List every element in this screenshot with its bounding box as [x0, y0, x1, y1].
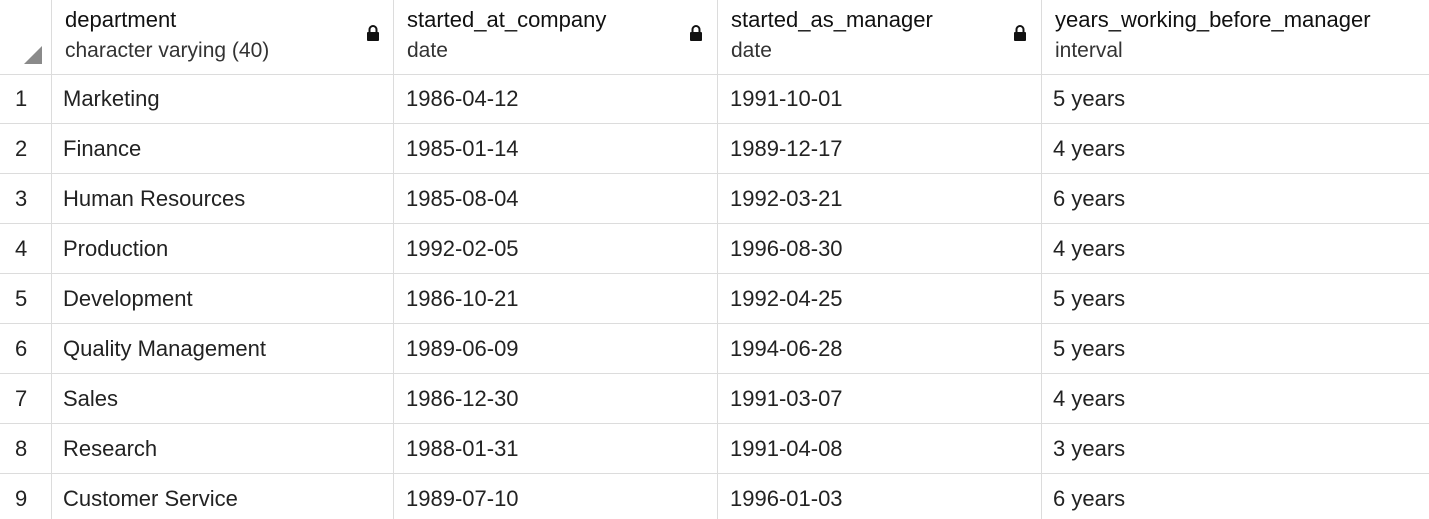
- cell-years-working-before-manager[interactable]: 3 years: [1053, 436, 1126, 461]
- cell-department[interactable]: Customer Service: [52, 474, 394, 519]
- cell-years-working-before-manager[interactable]: 4 years: [1053, 236, 1126, 261]
- cell-started-at-company[interactable]: 1989-07-10: [394, 474, 718, 519]
- cell-department[interactable]: Sales: [52, 374, 394, 423]
- column-name: department: [65, 7, 177, 32]
- cell-department[interactable]: Human Resources: [52, 174, 394, 223]
- table-row[interactable]: 9 Customer Service 1989-07-10 1996-01-03…: [0, 474, 1429, 519]
- cell-started-at-company[interactable]: 1986-10-21: [394, 274, 718, 323]
- corner-triangle-icon: [24, 46, 42, 64]
- row-number[interactable]: 5: [0, 274, 52, 323]
- column-type: date: [731, 39, 772, 62]
- cell-started-as-manager[interactable]: 1989-12-17: [718, 124, 1042, 173]
- row-number[interactable]: 1: [0, 74, 52, 123]
- cell-started-at-company[interactable]: 1985-08-04: [394, 174, 718, 223]
- lock-icon: [690, 25, 702, 41]
- column-header-started-as-manager[interactable]: started_as_manager date: [718, 0, 1042, 74]
- column-header-years-working-before-manager[interactable]: years_working_before_manager interval: [1042, 0, 1429, 74]
- cell-started-at-company[interactable]: 1986-12-30: [394, 374, 718, 423]
- cell-started-as-manager[interactable]: 1996-08-30: [718, 224, 1042, 273]
- cell-started-at-company[interactable]: 1986-04-12: [394, 74, 718, 123]
- row-number[interactable]: 3: [0, 174, 52, 223]
- cell-department[interactable]: Marketing: [52, 74, 394, 123]
- column-header-department[interactable]: department character varying (40): [52, 0, 394, 74]
- column-header-started-at-company[interactable]: started_at_company date: [394, 0, 718, 74]
- cell-started-as-manager[interactable]: 1991-03-07: [718, 374, 1042, 423]
- cell-years-working-before-manager[interactable]: 5 years: [1053, 86, 1126, 111]
- row-number[interactable]: 2: [0, 124, 52, 173]
- column-name: started_as_manager: [731, 7, 933, 32]
- table-row[interactable]: 1 Marketing 1986-04-12 1991-10-01 5 year…: [0, 74, 1429, 124]
- cell-years-working-before-manager[interactable]: 4 years: [1053, 386, 1126, 411]
- row-number[interactable]: 6: [0, 324, 52, 373]
- cell-started-at-company[interactable]: 1988-01-31: [394, 424, 718, 473]
- row-number[interactable]: 8: [0, 424, 52, 473]
- cell-years-working-before-manager[interactable]: 6 years: [1053, 486, 1126, 511]
- cell-started-at-company[interactable]: 1992-02-05: [394, 224, 718, 273]
- table-row[interactable]: 7 Sales 1986-12-30 1991-03-07 4 years: [0, 374, 1429, 424]
- column-type: date: [407, 39, 448, 62]
- cell-department[interactable]: Finance: [52, 124, 394, 173]
- cell-department[interactable]: Quality Management: [52, 324, 394, 373]
- row-number[interactable]: 9: [0, 474, 52, 519]
- table-row[interactable]: 8 Research 1988-01-31 1991-04-08 3 years: [0, 424, 1429, 474]
- cell-years-working-before-manager[interactable]: 4 years: [1053, 136, 1126, 161]
- cell-department[interactable]: Research: [52, 424, 394, 473]
- cell-years-working-before-manager[interactable]: 5 years: [1053, 286, 1126, 311]
- select-all-corner[interactable]: [0, 0, 52, 74]
- cell-started-at-company[interactable]: 1985-01-14: [394, 124, 718, 173]
- table-row[interactable]: 5 Development 1986-10-21 1992-04-25 5 ye…: [0, 274, 1429, 324]
- row-number[interactable]: 4: [0, 224, 52, 273]
- row-number[interactable]: 7: [0, 374, 52, 423]
- table-row[interactable]: 3 Human Resources 1985-08-04 1992-03-21 …: [0, 174, 1429, 224]
- cell-started-as-manager[interactable]: 1991-10-01: [718, 74, 1042, 123]
- column-type: character varying (40): [65, 39, 270, 62]
- cell-started-as-manager[interactable]: 1991-04-08: [718, 424, 1042, 473]
- cell-started-as-manager[interactable]: 1996-01-03: [718, 474, 1042, 519]
- column-type: interval: [1055, 39, 1123, 62]
- lock-icon: [1014, 25, 1026, 41]
- cell-years-working-before-manager[interactable]: 6 years: [1053, 186, 1126, 211]
- cell-department[interactable]: Production: [52, 224, 394, 273]
- grid-header: department character varying (40) starte…: [0, 0, 1429, 75]
- cell-started-at-company[interactable]: 1989-06-09: [394, 324, 718, 373]
- table-row[interactable]: 4 Production 1992-02-05 1996-08-30 4 yea…: [0, 224, 1429, 274]
- cell-started-as-manager[interactable]: 1992-04-25: [718, 274, 1042, 323]
- column-name: years_working_before_manager: [1055, 7, 1371, 32]
- column-name: started_at_company: [407, 7, 607, 32]
- cell-department[interactable]: Development: [52, 274, 394, 323]
- table-row[interactable]: 2 Finance 1985-01-14 1989-12-17 4 years: [0, 124, 1429, 174]
- cell-started-as-manager[interactable]: 1994-06-28: [718, 324, 1042, 373]
- cell-started-as-manager[interactable]: 1992-03-21: [718, 174, 1042, 223]
- cell-years-working-before-manager[interactable]: 5 years: [1053, 336, 1126, 361]
- table-row[interactable]: 6 Quality Management 1989-06-09 1994-06-…: [0, 324, 1429, 374]
- lock-icon: [367, 25, 379, 41]
